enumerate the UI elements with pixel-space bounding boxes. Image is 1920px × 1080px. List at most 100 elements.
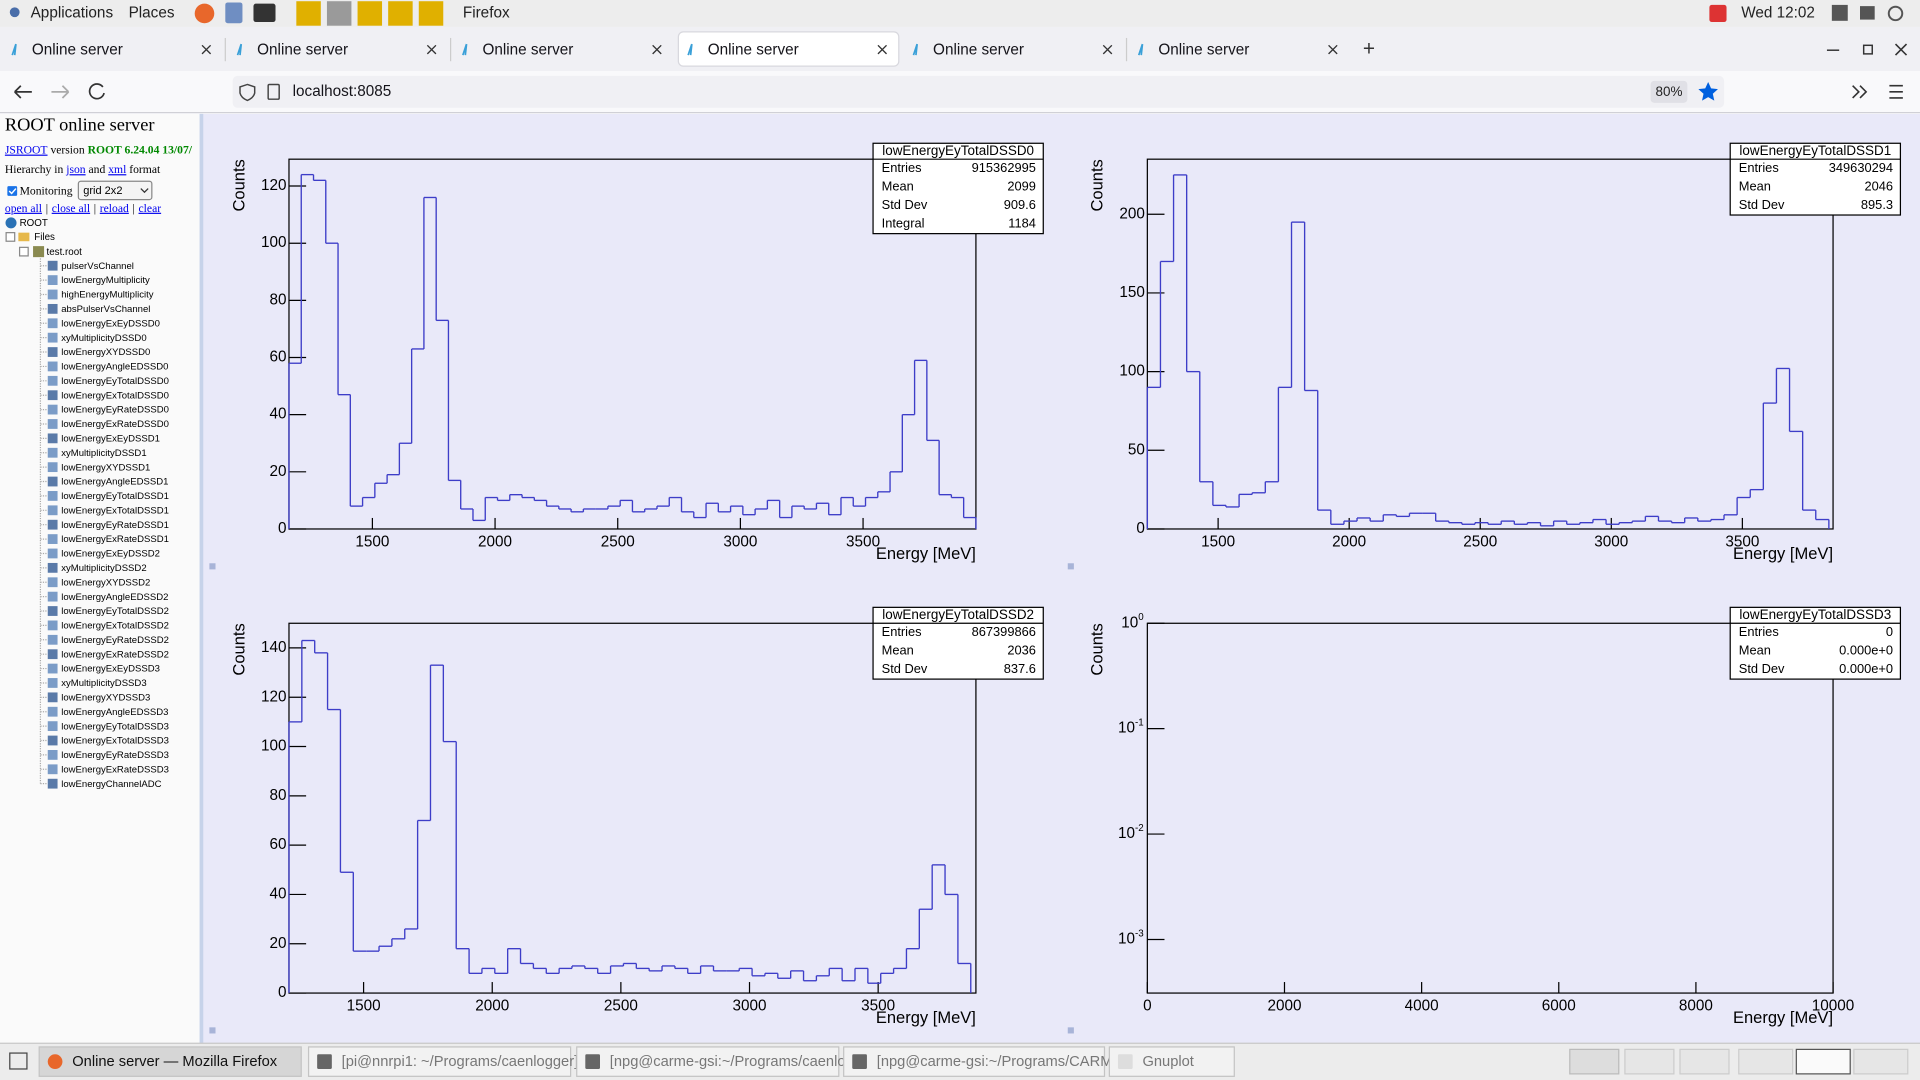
tree-item[interactable]: lowEnergyExRateDSSD3 — [61, 764, 169, 775]
clock[interactable]: Wed 12:02 — [1741, 5, 1815, 22]
y-tick-label: 100 — [1119, 363, 1145, 380]
places-menu[interactable]: Places — [129, 5, 175, 22]
tree-item[interactable]: pulserVsChannel — [61, 261, 134, 272]
stats-label: Mean — [882, 178, 914, 193]
panel-handle[interactable] — [1068, 563, 1074, 569]
terminal-launcher[interactable] — [253, 4, 275, 22]
jsroot-link[interactable]: JSROOT — [5, 143, 48, 156]
tab-title[interactable]: Online server — [482, 41, 573, 58]
tree-item[interactable]: lowEnergyAngleEDSSD3 — [61, 707, 168, 718]
tree-item[interactable]: lowEnergyExRateDSSD2 — [61, 649, 169, 660]
tree-item[interactable]: lowEnergyExTotalDSSD2 — [61, 621, 169, 632]
tab-title[interactable]: Online server — [257, 41, 348, 58]
tree-item[interactable]: lowEnergyEyTotalDSSD0 — [61, 376, 169, 387]
volume-icon[interactable] — [1860, 6, 1875, 19]
tree-item[interactable]: lowEnergyXYDSSD0 — [61, 347, 150, 358]
tree-item[interactable]: lowEnergyExRateDSSD0 — [61, 419, 169, 430]
xml-link[interactable]: xml — [108, 163, 126, 176]
histogram-icon — [48, 635, 58, 645]
app-menu[interactable]: Firefox — [463, 5, 510, 22]
tree-item[interactable]: lowEnergyExEyDSSD3 — [61, 664, 160, 675]
files-launcher[interactable] — [225, 2, 242, 23]
tree-item[interactable]: xyMultiplicityDSSD0 — [61, 333, 146, 344]
tree-item[interactable]: lowEnergyEyRateDSSD3 — [61, 750, 169, 761]
tree-item[interactable]: xyMultiplicityDSSD1 — [61, 448, 146, 459]
launcher[interactable] — [419, 1, 443, 25]
json-link[interactable]: json — [65, 163, 86, 176]
tree-toggle[interactable] — [20, 247, 29, 256]
workspace[interactable] — [1625, 1049, 1674, 1073]
network-icon[interactable] — [1832, 5, 1848, 21]
taskbar-label[interactable]: [npg@carme-gsi:~/Programs/CARME... — [877, 1054, 1135, 1070]
new-tab-button[interactable]: + — [1363, 38, 1375, 61]
tree-item[interactable]: lowEnergyEyTotalDSSD3 — [61, 721, 169, 732]
panel-handle[interactable] — [209, 1027, 215, 1033]
notification-icon[interactable] — [1709, 5, 1726, 22]
tab-title[interactable]: Online server — [1158, 41, 1249, 58]
tree-item[interactable]: lowEnergyExTotalDSSD0 — [61, 390, 169, 401]
launcher[interactable] — [327, 1, 351, 25]
sidebar-splitter[interactable] — [200, 114, 204, 1043]
sidebar-link[interactable]: close all — [52, 201, 90, 214]
tree-item[interactable]: xyMultiplicityDSSD2 — [61, 563, 146, 574]
launcher[interactable] — [296, 1, 320, 25]
sidebar-link[interactable]: clear — [139, 201, 162, 214]
taskbar-label[interactable]: [pi@nnrpi1: ~/Programs/caenlogger] — [342, 1054, 579, 1070]
launcher[interactable] — [358, 1, 382, 25]
tree-item[interactable]: lowEnergyXYDSSD3 — [61, 692, 150, 703]
taskbar-label[interactable]: [npg@carme-gsi:~/Programs/caenlo... — [610, 1054, 858, 1070]
y-axis-label: Counts — [229, 623, 248, 675]
sidebar-links: open all|close all|reload|clear — [5, 201, 161, 214]
tree-item[interactable]: lowEnergyMultiplicity — [61, 275, 150, 286]
tree-node[interactable]: Files — [34, 232, 55, 243]
layout-select-value[interactable]: grid 2x2 — [83, 185, 122, 197]
tree-node[interactable]: test.root — [47, 247, 83, 258]
applications-menu[interactable]: Applications — [31, 5, 114, 22]
tree-item[interactable]: lowEnergyEyTotalDSSD2 — [61, 606, 169, 617]
tree-node[interactable]: ROOT — [20, 218, 48, 229]
tree-item[interactable]: lowEnergyAngleEDSSD2 — [61, 592, 168, 603]
tree-item[interactable]: lowEnergyAngleEDSSD1 — [61, 477, 168, 488]
url-field[interactable] — [233, 76, 1724, 108]
tree-item[interactable]: highEnergyMultiplicity — [61, 290, 154, 301]
tree-item[interactable]: lowEnergyExEyDSSD0 — [61, 318, 160, 329]
workspace[interactable] — [1680, 1049, 1729, 1073]
workspace[interactable] — [1854, 1049, 1908, 1073]
tree-item[interactable]: lowEnergyEyRateDSSD2 — [61, 635, 169, 646]
tree-item[interactable]: lowEnergyEyRateDSSD0 — [61, 405, 169, 416]
tab-title[interactable]: Online server — [32, 41, 123, 58]
y-tick-label: 120 — [261, 688, 287, 705]
tree-toggle[interactable] — [6, 233, 15, 242]
y-tick-base: 10 — [1118, 825, 1135, 842]
tree-item[interactable]: absPulserVsChannel — [61, 304, 150, 315]
tree-item[interactable]: lowEnergyAngleEDSSD0 — [61, 362, 168, 373]
launcher[interactable] — [388, 1, 412, 25]
tree-item[interactable]: lowEnergyExEyDSSD1 — [61, 433, 160, 444]
tab-title[interactable]: Online server — [708, 41, 799, 58]
tree-item[interactable]: lowEnergyExTotalDSSD3 — [61, 736, 169, 747]
sidebar-link[interactable]: open all — [5, 201, 42, 214]
firefox-launcher[interactable] — [195, 4, 215, 24]
tab-title[interactable]: Online server — [933, 41, 1024, 58]
tree-item[interactable]: xyMultiplicityDSSD3 — [61, 678, 146, 689]
tree-item[interactable]: lowEnergyXYDSSD1 — [61, 462, 150, 473]
workspace[interactable] — [1796, 1049, 1850, 1073]
monitoring-checkbox[interactable] — [7, 186, 17, 196]
tree-item[interactable]: lowEnergyExTotalDSSD1 — [61, 505, 169, 516]
taskbar-label[interactable]: Online server — Mozilla Firefox — [72, 1054, 278, 1070]
tree-item[interactable]: lowEnergyEyRateDSSD1 — [61, 520, 169, 531]
panel-handle[interactable] — [209, 563, 215, 569]
zoom-level[interactable]: 80% — [1656, 84, 1683, 99]
tree-item[interactable]: lowEnergyEyTotalDSSD1 — [61, 491, 169, 502]
tree-item[interactable]: lowEnergyExRateDSSD1 — [61, 534, 169, 545]
tree-item[interactable]: lowEnergyXYDSSD2 — [61, 577, 150, 588]
sidebar-link[interactable]: reload — [100, 201, 129, 214]
tree-item[interactable]: lowEnergyChannelADC — [61, 779, 161, 790]
workspace[interactable] — [1570, 1049, 1619, 1073]
panel-handle[interactable] — [1068, 1027, 1074, 1033]
url-text[interactable]: localhost:8085 — [293, 83, 392, 100]
workspace[interactable] — [1739, 1049, 1793, 1073]
taskbar-label[interactable]: Gnuplot — [1142, 1054, 1193, 1070]
hierarchy-line: Hierarchy in json and xml format — [5, 163, 161, 176]
tree-item[interactable]: lowEnergyExEyDSSD2 — [61, 549, 160, 560]
